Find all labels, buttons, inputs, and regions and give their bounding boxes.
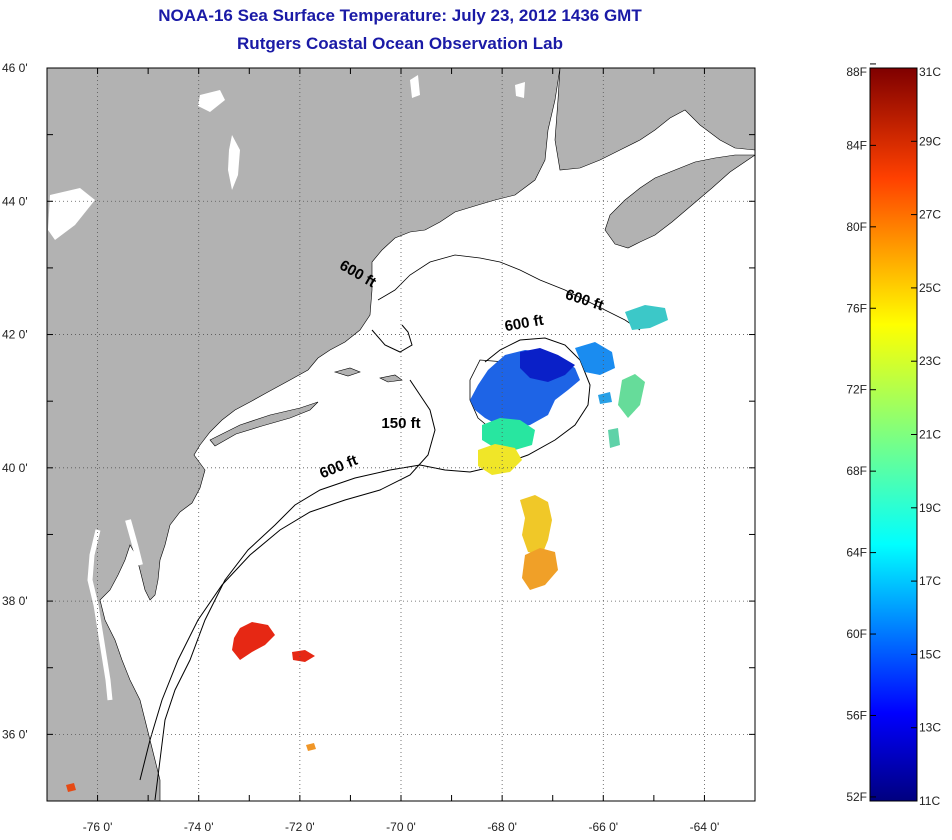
lon-tick-label: -66 0' [588,820,618,834]
sst-data [66,305,668,792]
lat-tick-label: 40 0' [2,461,28,475]
chesapeake-bay [87,529,113,701]
colorbar-c-label: 23C [919,354,941,368]
colorbar-c-label: 19C [919,501,941,515]
lake [515,82,525,98]
colorbar-c-label: 21C [919,428,941,442]
lon-tick-label: -68 0' [487,820,517,834]
colorbar-ticks [870,63,917,802]
islands [333,367,403,383]
lon-tick-label: -74 0' [184,820,214,834]
contour-gulf-maine [377,254,641,331]
contour-label: 150 ft [381,415,420,432]
lat-tick-label: 38 0' [2,594,28,608]
lake [198,90,225,112]
lon-tick-label: -76 0' [83,820,113,834]
colorbar-c-label: 27C [919,208,941,222]
colorbar-f-label: 76F [846,301,867,315]
lat-tick-label: 36 0' [2,727,28,741]
contour-600ft [154,337,591,801]
map-subtitle: Rutgers Coastal Ocean Observation Lab [237,34,563,53]
lat-tick-label: 46 0' [2,61,28,75]
colorbar-f-label: 56F [846,708,867,722]
lat-tick-label: 42 0' [2,328,28,342]
colorbar-c-label: 17C [919,574,941,588]
cape-cod [371,324,413,353]
colorbar-celsius-labels: 31C 29C 27C 25C 23C 21C 19C 17C 15C 13C 11C [919,65,941,808]
lon-tick-label: -72 0' [285,820,315,834]
lat-tick-label: 44 0' [2,194,28,208]
latitude-labels: 46 0' 44 0' 42 0' 40 0' 38 0' 36 0' [2,61,28,741]
mainland [47,68,561,801]
colorbar-c-label: 25C [919,281,941,295]
lon-tick-label: -70 0' [386,820,416,834]
colorbar-f-label: 60F [846,627,867,641]
colorbar-f-label: 68F [846,464,867,478]
colorbar-c-label: 13C [919,721,941,735]
lake [228,135,240,190]
contour-150ft [139,379,436,781]
colorbar-f-label: 84F [846,138,867,152]
colorbar-f-label: 72F [846,383,867,397]
colorbar-c-label: 15C [919,647,941,661]
longitude-labels: -76 0' -74 0' -72 0' -70 0' -68 0' -66 0' -64 … [83,820,720,834]
colorbar-f-label: 64F [846,546,867,560]
lake [410,75,420,98]
colorbar [869,67,918,802]
delaware-bay [125,519,143,566]
colorbar-f-label: 52F [846,790,867,804]
tick-marks [46,67,756,802]
contour-label: 600 ft [503,312,545,336]
colorbar-f-label: 88F [846,65,867,79]
colorbar-c-label: 11C [919,794,940,808]
colorbar-c-label: 29C [919,134,941,148]
lon-tick-label: -64 0' [690,820,720,834]
map-title: NOAA-16 Sea Surface Temperature: July 23… [158,6,642,25]
colorbar-c-label: 31C [919,65,941,79]
long-island [209,401,319,447]
colorbar-fahrenheit-labels: 88F 84F 80F 76F 72F 68F 64F 60F 56F 52F [846,65,867,804]
colorbar-f-label: 80F [846,220,867,234]
new-brunswick [554,68,755,171]
